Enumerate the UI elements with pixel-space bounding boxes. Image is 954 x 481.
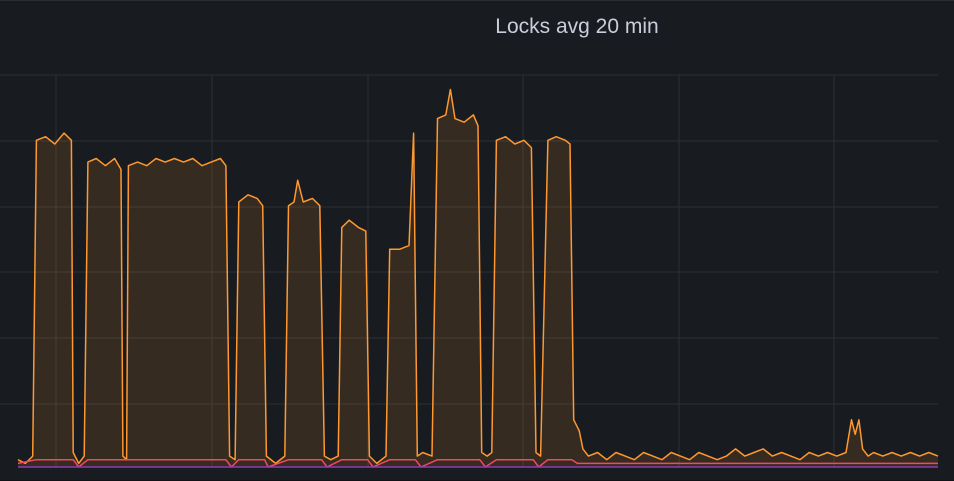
series-line-1 (17, 458, 938, 468)
grid-lines (0, 74, 938, 467)
series-area-0 (18, 89, 938, 467)
series-line-0 (17, 88, 939, 465)
panel-title[interactable]: Locks avg 20 min (495, 15, 659, 38)
series-layer (17, 88, 939, 468)
